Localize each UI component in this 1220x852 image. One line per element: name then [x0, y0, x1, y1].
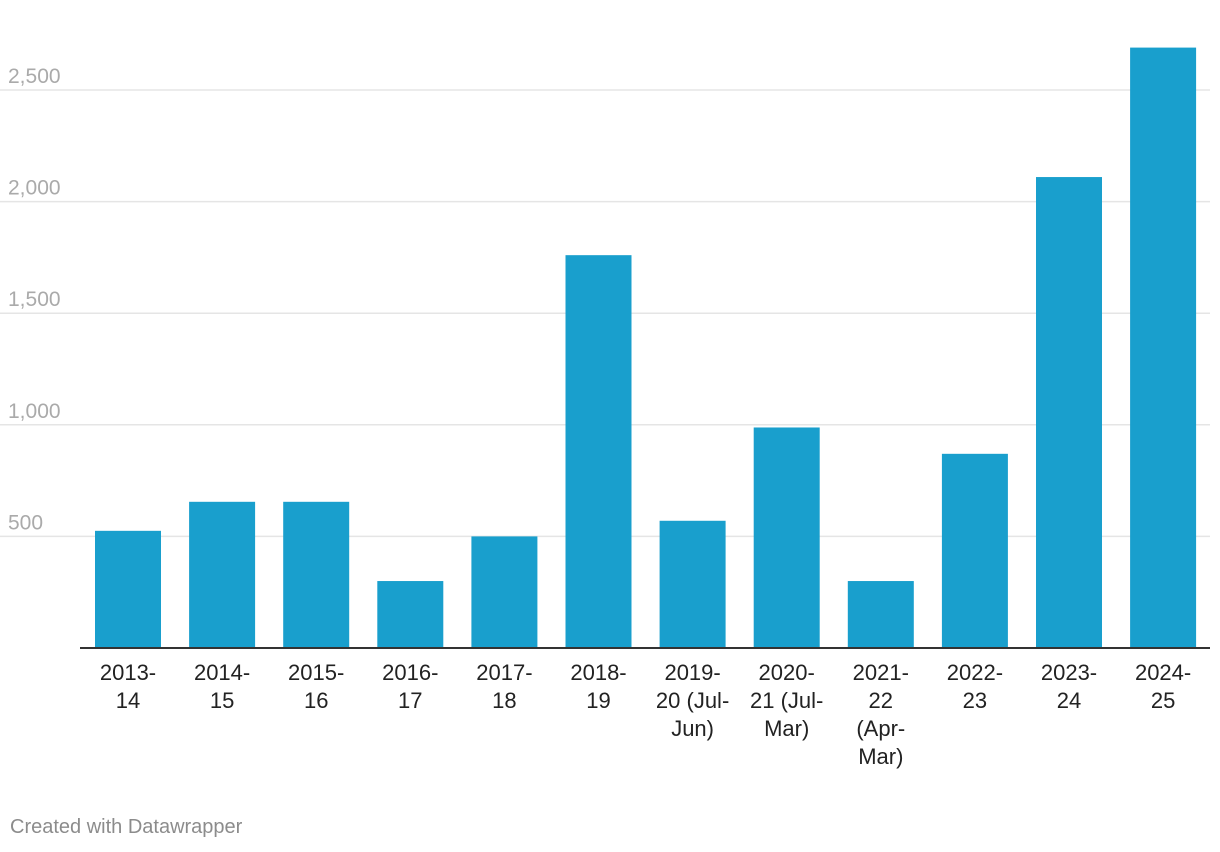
y-tick-label: 500 [8, 511, 43, 534]
x-tick-label: 2018-19 [570, 660, 626, 713]
bar [1036, 177, 1102, 648]
x-tick-label: 2013-14 [100, 660, 156, 713]
bar [95, 530, 161, 648]
x-tick-label: 2023-24 [1041, 660, 1097, 713]
bar [659, 520, 726, 648]
x-tick-label: 2022-23 [947, 660, 1003, 713]
y-axis-ticks: 500 1,000 1,500 2,000 2,500 [8, 65, 61, 534]
bar [753, 427, 820, 648]
credit-text: Created with Datawrapper [10, 816, 243, 838]
x-tick-label: 2016-17 [382, 660, 438, 713]
bar [283, 501, 350, 648]
bar [471, 536, 538, 648]
x-axis-ticks: 2013-14 2014-15 2015-16 2016-17 2017-18 2018-… [100, 660, 1191, 769]
bar [565, 255, 632, 648]
y-tick-label: 1,000 [8, 400, 61, 423]
bar [847, 581, 914, 648]
y-tick-label: 1,500 [8, 288, 61, 311]
x-tick-label: 2015-16 [288, 660, 344, 713]
x-tick-label: 2021-22 (Apr-Mar) [853, 660, 909, 769]
x-tick-label: 2024-25 [1135, 660, 1191, 713]
bar [377, 581, 444, 648]
x-tick-label: 2019-20 (Jul-Jun) [656, 660, 729, 741]
x-tick-label: 2017-18 [476, 660, 532, 713]
y-tick-label: 2,500 [8, 65, 61, 88]
bars [95, 47, 1197, 649]
x-tick-label: 2020-21 (Jul-Mar) [750, 660, 823, 741]
bar [189, 501, 256, 648]
bar [941, 453, 1008, 648]
y-tick-label: 2,000 [8, 177, 61, 200]
bar [1130, 47, 1197, 649]
x-tick-label: 2014-15 [194, 660, 250, 713]
